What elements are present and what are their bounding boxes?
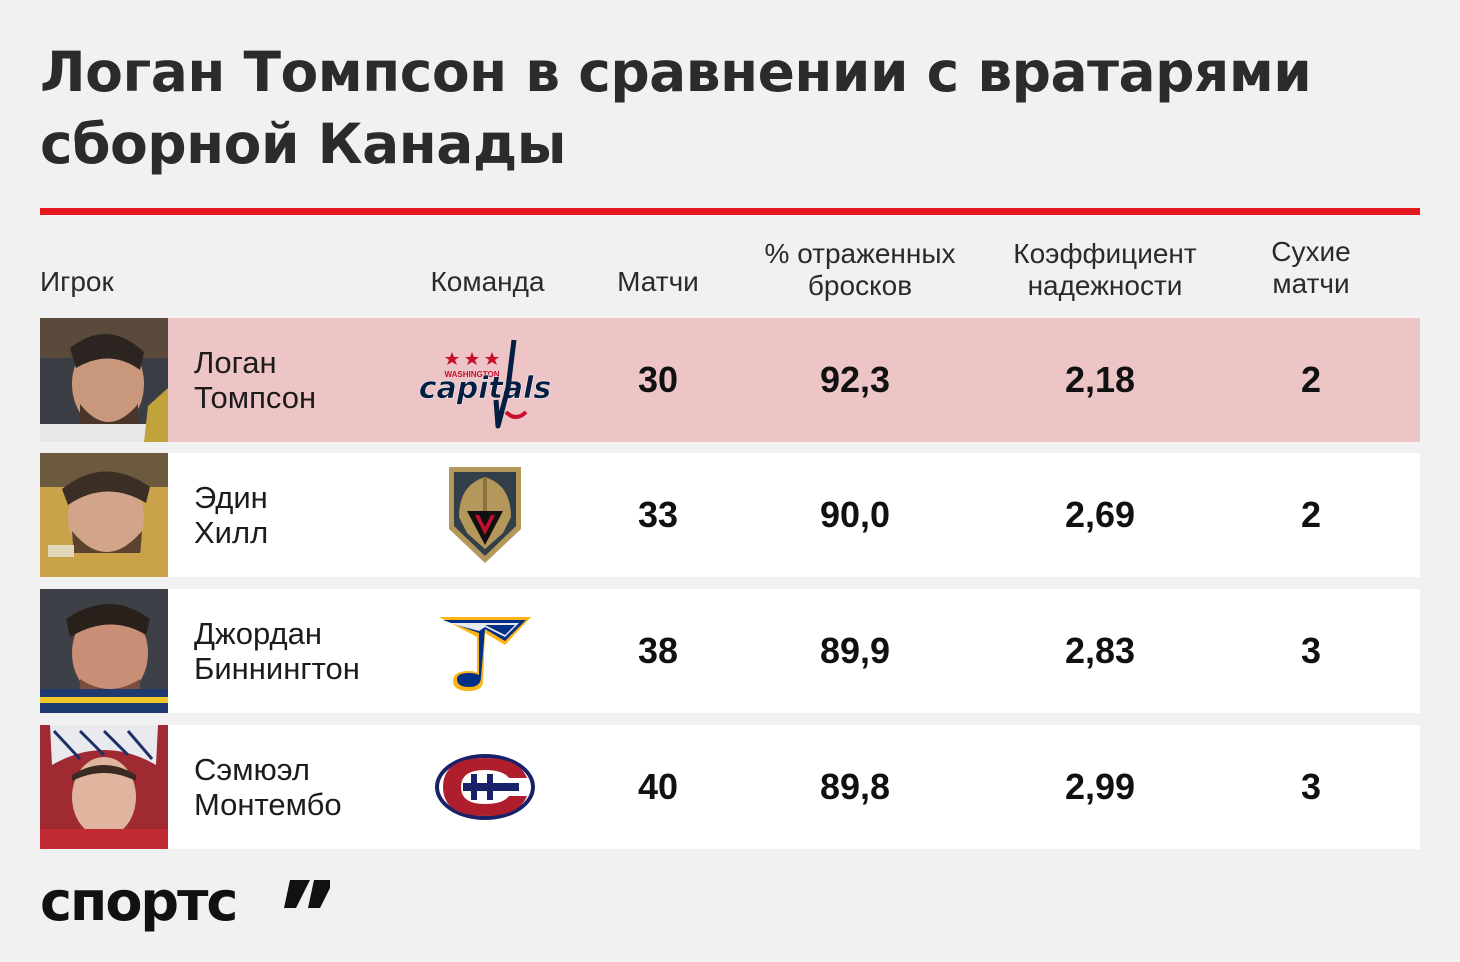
player-last-name: Биннингтон: [194, 651, 360, 686]
games-value: 38: [637, 630, 679, 671]
games-value: 40: [637, 766, 679, 807]
player-name: Эдин Хилл: [194, 453, 424, 577]
capitals-main-text: capitals: [419, 371, 552, 406]
player-name: Сэмюэл Монтембо: [194, 725, 424, 849]
save-pct-value: 89,8: [819, 766, 891, 807]
vegas-golden-knights-logo: [410, 453, 560, 577]
page-title: Логан Томпсон в сравнении с вратарями сб…: [40, 40, 1312, 176]
player-photo: [40, 589, 168, 713]
player-first-name: Джордан: [194, 616, 322, 651]
capitals-small-text: WASHINGTON: [445, 370, 500, 379]
player-last-name: Монтембо: [194, 787, 342, 822]
header-player: Игрок: [40, 266, 114, 297]
montreal-canadiens-logo: [410, 725, 560, 849]
player-first-name: Логан: [194, 345, 277, 380]
player-photo: [40, 453, 168, 577]
save-pct-value: 90,0: [819, 494, 891, 535]
table-row: Сэмюэл Монтембо 40 89,8 2,99 3: [40, 725, 1420, 849]
player-last-name: Томпсон: [194, 380, 317, 415]
player-photo: [40, 318, 168, 442]
header-save-pct-line1: % отраженных: [764, 238, 956, 269]
gaa-value: 2,18: [1064, 359, 1136, 400]
gaa-value: 2,99: [1064, 766, 1136, 807]
player-photo: [40, 725, 168, 849]
gaa-value: 2,69: [1064, 494, 1136, 535]
player-name: Логан Томпсон: [194, 318, 424, 442]
table-row: Логан Томпсон WASHINGTON capitals 30 92,…: [40, 318, 1420, 442]
table-row: Эдин Хилл 33 90,0 2,69 2: [40, 453, 1420, 577]
header-save-pct: % отраженных бросков: [735, 238, 985, 302]
header-shutouts-line1: Сухие: [1271, 236, 1351, 267]
st-louis-blues-logo: [410, 589, 560, 713]
header-games: Матчи: [617, 266, 699, 297]
shutouts-value: 2: [1300, 494, 1322, 535]
header-shutouts: Сухие матчи: [1236, 236, 1386, 300]
header-gaa-line1: Коэффициент: [1013, 238, 1197, 269]
header-save-pct-line2: бросков: [807, 270, 913, 301]
svg-text:спортс: спортс: [40, 872, 236, 933]
games-value: 30: [637, 359, 679, 400]
washington-capitals-logo: WASHINGTON capitals: [410, 318, 560, 442]
title-divider: [40, 208, 1420, 215]
save-pct-value: 89,9: [819, 630, 891, 671]
games-value: 33: [637, 494, 679, 535]
shutouts-value: 3: [1300, 766, 1322, 807]
shutouts-value: 2: [1300, 359, 1322, 400]
player-first-name: Сэмюэл: [194, 752, 310, 787]
save-pct-value: 92,3: [819, 359, 891, 400]
header-shutouts-line2: матчи: [1272, 268, 1350, 299]
header-team: Команда: [430, 266, 545, 297]
player-last-name: Хилл: [194, 515, 269, 550]
player-first-name: Эдин: [194, 480, 268, 515]
header-gaa-line2: надежности: [1027, 270, 1183, 301]
table-row: Джордан Биннингтон 38 89,9 2,83 3: [40, 589, 1420, 713]
header-gaa: Коэффициент надежности: [990, 238, 1220, 302]
sports-ru-logo: спортс: [40, 870, 334, 939]
player-name: Джордан Биннингтон: [194, 589, 424, 713]
gaa-value: 2,83: [1064, 630, 1136, 671]
shutouts-value: 3: [1300, 630, 1322, 671]
